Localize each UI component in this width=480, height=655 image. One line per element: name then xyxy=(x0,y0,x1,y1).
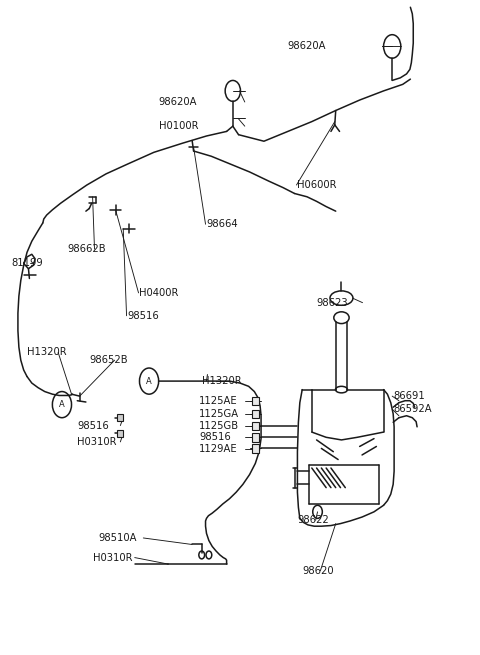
Text: 98620A: 98620A xyxy=(158,97,197,107)
Text: H0400R: H0400R xyxy=(140,288,179,298)
Text: 98623: 98623 xyxy=(317,297,348,308)
Text: H1320R: H1320R xyxy=(202,376,241,386)
Text: 98620A: 98620A xyxy=(288,41,326,52)
Text: 86592A: 86592A xyxy=(393,404,432,414)
Bar xyxy=(252,422,259,430)
Text: A: A xyxy=(146,377,152,386)
Bar xyxy=(118,430,123,437)
Text: H0100R: H0100R xyxy=(158,121,198,131)
Text: 98664: 98664 xyxy=(206,219,238,229)
Text: 81199: 81199 xyxy=(11,259,43,269)
Bar xyxy=(252,445,259,453)
Text: 86691: 86691 xyxy=(393,391,425,401)
Text: H0600R: H0600R xyxy=(298,180,337,190)
Text: A: A xyxy=(59,400,65,409)
Text: 1125GA: 1125GA xyxy=(199,409,240,419)
Text: 98622: 98622 xyxy=(298,515,329,525)
Text: 98620: 98620 xyxy=(302,566,334,576)
Text: 98510A: 98510A xyxy=(99,533,137,543)
Text: H1320R: H1320R xyxy=(27,347,67,358)
Bar xyxy=(118,415,123,421)
Text: H0310R: H0310R xyxy=(77,437,117,447)
Text: 1125AE: 1125AE xyxy=(199,396,238,405)
Text: 1125GB: 1125GB xyxy=(199,421,240,430)
Bar xyxy=(252,397,259,405)
Bar xyxy=(252,434,259,442)
Text: 98516: 98516 xyxy=(77,421,109,430)
Bar xyxy=(252,410,259,419)
Text: 1129AE: 1129AE xyxy=(199,444,238,454)
Text: 98652B: 98652B xyxy=(89,355,128,365)
Text: 98662B: 98662B xyxy=(68,244,107,254)
Text: 98516: 98516 xyxy=(199,432,231,442)
Text: 98516: 98516 xyxy=(128,310,159,321)
Text: H0310R: H0310R xyxy=(93,553,132,563)
